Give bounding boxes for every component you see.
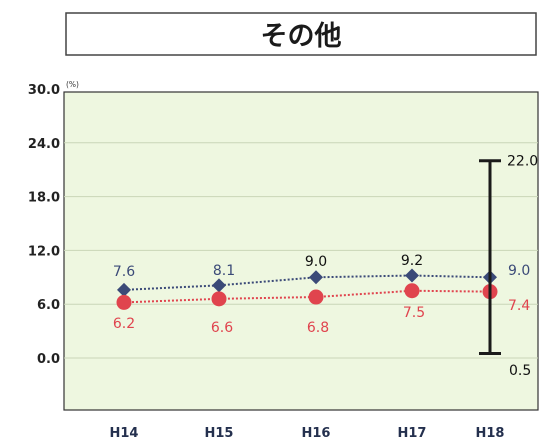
data-label: 9.2: [401, 253, 423, 269]
y-tick-label: 18.0: [28, 191, 60, 206]
range-bar: 22.0 0.5: [479, 154, 538, 379]
y-tick-label: 0.0: [37, 352, 60, 367]
series-point: [405, 268, 419, 283]
series-point: [308, 289, 324, 305]
series-point: [309, 270, 323, 285]
data-label: 9.0: [508, 263, 530, 279]
title-box: その他: [65, 12, 537, 56]
series-point: [116, 294, 132, 310]
data-label: 6.2: [113, 316, 135, 332]
x-tick-label: H16: [302, 426, 331, 441]
data-label: 6.6: [211, 320, 233, 336]
y-tick-label: 24.0: [28, 137, 60, 152]
series-point: [404, 283, 420, 299]
data-label: 8.1: [213, 263, 235, 279]
plot-area: [63, 91, 539, 411]
series-point: [211, 291, 227, 307]
y-unit-label: (%): [66, 80, 79, 89]
y-tick-label: 12.0: [28, 244, 60, 259]
series-point: [117, 282, 131, 297]
data-label: 7.4: [508, 298, 530, 314]
series-point: [212, 278, 226, 293]
x-axis-ticks: H14 H15 H16 H17 H18: [110, 426, 505, 441]
y-tick-label: 30.0: [28, 83, 60, 98]
x-tick-label: H14: [110, 426, 139, 441]
title-frame: [65, 12, 537, 56]
x-tick-label: H17: [398, 426, 427, 441]
data-label: 7.6: [113, 264, 135, 280]
chart-title: その他: [261, 21, 342, 52]
y-axis-ticks: 30.0 24.0 18.0 12.0 6.0 0.0: [28, 83, 60, 367]
x-tick-label: H15: [205, 426, 234, 441]
series-layer: 7.6 8.1 9.0 9.2 9.0 6.2 6.6 6.8 7.5 7.4: [113, 253, 530, 336]
data-label: 9.0: [305, 254, 327, 270]
range-low-label: 0.5: [509, 363, 531, 379]
data-label: 6.8: [307, 320, 329, 336]
data-label: 7.5: [403, 305, 425, 321]
y-tick-label: 6.0: [37, 298, 60, 313]
gridlines: [64, 142, 538, 359]
x-tick-label: H18: [476, 426, 505, 441]
range-high-label: 22.0: [507, 154, 538, 170]
